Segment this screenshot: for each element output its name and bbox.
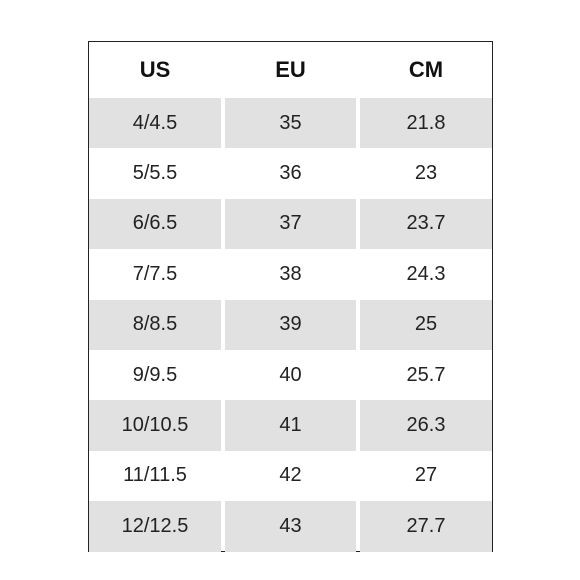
table-cell: 25: [360, 299, 492, 350]
table-cell: 27.7: [360, 501, 492, 552]
table-cell: 37: [225, 198, 356, 250]
table-cell: 11/11.5: [123, 464, 187, 487]
table-cell: 39: [225, 299, 356, 350]
table-cell: 27: [414, 464, 438, 487]
header-cell: CM: [408, 57, 444, 82]
header-cell: EU: [275, 57, 306, 82]
table-cell: 41: [225, 400, 356, 451]
table-cell: 36: [279, 162, 302, 185]
size-table: US EU CM 4/4.5 35 21.8 5/5.5 36 23 6/6.5 37 23.7 7/7…: [88, 41, 493, 552]
table-cell: 6/6.5: [89, 198, 221, 250]
table-cell: 24.3: [406, 262, 446, 285]
table-cell: 35: [225, 98, 356, 149]
table-cell: 21.8: [360, 98, 492, 149]
table-cell: 25.7: [406, 363, 446, 386]
table-cell: 4/4.5: [89, 98, 221, 149]
table-cell: 12/12.5: [89, 501, 221, 552]
table-cell: 23.7: [360, 198, 492, 250]
table-cell: 38: [279, 262, 302, 285]
table-cell: 7/7.5: [132, 262, 178, 285]
header-cell: US: [139, 57, 171, 82]
table-cell: 10/10.5: [89, 400, 221, 451]
table-cell: 5/5.5: [132, 162, 178, 185]
table-cell: 26.3: [360, 400, 492, 451]
table-cell: 9/9.5: [132, 363, 178, 386]
table-cell: 42: [279, 464, 302, 487]
table-cell: 23: [414, 162, 438, 185]
table-cell: 40: [279, 363, 302, 386]
table-cell: 43: [225, 501, 356, 552]
table-cell: 8/8.5: [89, 299, 221, 350]
